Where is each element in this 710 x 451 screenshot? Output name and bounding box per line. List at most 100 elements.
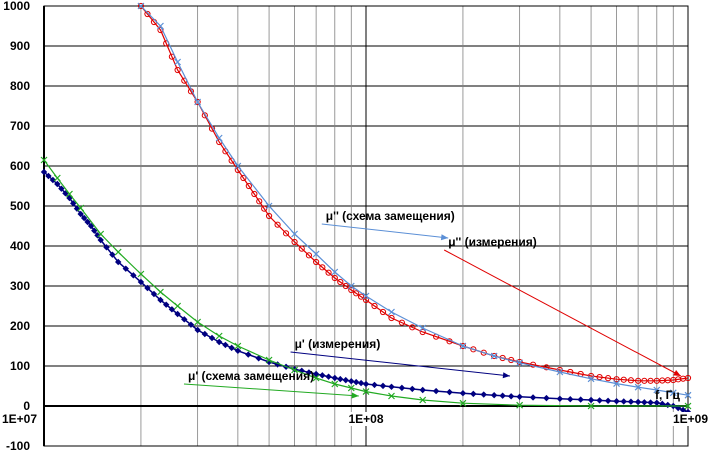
data-point [208, 334, 216, 342]
data-point [388, 308, 395, 316]
data-point [54, 180, 61, 188]
data-point [49, 176, 57, 184]
data-point [162, 301, 170, 308]
data-point [490, 392, 498, 399]
data-point [459, 342, 467, 350]
data-point [362, 292, 370, 300]
data-point [684, 391, 692, 399]
data-point [641, 377, 648, 384]
data-point [66, 194, 73, 202]
x-tick-label-bg [346, 412, 386, 426]
y-tick-label: 300 [10, 279, 30, 293]
annotation-arrowhead [351, 392, 359, 399]
annotation-mu2_measured: μ'' (измерения) [443, 235, 682, 377]
data-point [274, 221, 281, 228]
data-point [201, 330, 209, 338]
data-point [620, 376, 627, 383]
data-point [342, 376, 349, 384]
data-point [40, 156, 48, 164]
series-mu1_model [40, 156, 692, 410]
data-point [240, 174, 247, 182]
data-point [459, 342, 467, 350]
data-point [313, 258, 320, 266]
data-point [679, 406, 687, 414]
x-tick-label: 1E+08 [348, 412, 383, 426]
data-point [265, 356, 273, 364]
series-layer [40, 2, 692, 416]
data-point [398, 319, 405, 326]
data-point [516, 393, 523, 400]
data-point [245, 351, 252, 358]
data-point [256, 198, 263, 205]
data-point [627, 398, 635, 405]
annotation-arrowhead [440, 234, 449, 241]
data-point [282, 230, 290, 237]
data-point [371, 381, 378, 389]
data-point [331, 374, 338, 382]
grid-lines [43, 5, 689, 447]
data-point [194, 98, 202, 106]
data-point [635, 377, 642, 384]
data-point [480, 391, 487, 398]
data-point [265, 202, 273, 210]
y-tick-label: 500 [10, 199, 30, 213]
data-point [157, 288, 164, 296]
series-line [140, 5, 689, 396]
data-point [245, 182, 252, 190]
series-line [43, 159, 688, 407]
data-point [347, 282, 355, 290]
data-point [114, 248, 122, 256]
data-point [491, 352, 498, 360]
data-point [312, 250, 320, 258]
data-point [331, 268, 339, 276]
data-point [137, 2, 145, 10]
data-point [669, 389, 677, 397]
data-point [222, 341, 229, 349]
data-point [319, 264, 326, 271]
data-point [53, 174, 61, 182]
data-point [234, 342, 242, 350]
data-point [604, 397, 612, 404]
data-point [446, 388, 453, 396]
data-point [432, 387, 440, 395]
data-point [647, 377, 654, 384]
data-point [137, 2, 145, 10]
annotations-layer: μ'' (схема замещения) μ'' (измерения) μ' (… [183, 209, 682, 399]
annotation-arrow-line [183, 383, 359, 397]
data-point [634, 383, 642, 391]
data-point [587, 375, 595, 383]
data-point [265, 212, 273, 220]
data-point [627, 377, 635, 384]
data-point [613, 376, 620, 383]
data-point [91, 227, 98, 234]
data-point [362, 388, 370, 396]
data-point [409, 324, 416, 331]
series-mu1_measured [40, 168, 692, 416]
data-point [77, 204, 85, 212]
annotation-arrow-line [290, 351, 511, 377]
data-point [150, 290, 158, 298]
data-point [348, 378, 355, 385]
annotation-mu1_measured: μ' (измерения) [290, 337, 511, 379]
data-point [684, 402, 692, 410]
data-point [66, 190, 73, 198]
data-point [312, 374, 320, 382]
data-point [144, 10, 151, 18]
data-point [97, 236, 104, 244]
data-point [194, 98, 201, 106]
data-point [130, 272, 137, 279]
data-point [325, 269, 332, 276]
data-point [291, 238, 298, 246]
x-tick-label: 1E+07 [2, 412, 37, 426]
annotation-mu1_model: μ' (схема замещения) [183, 369, 359, 399]
data-point [174, 66, 181, 74]
data-point [362, 380, 370, 388]
data-point [362, 296, 370, 304]
data-point [459, 390, 467, 397]
annotation-mu2_model: μ'' (схема замещения) [321, 209, 455, 241]
series-line [140, 5, 689, 382]
data-point [168, 306, 176, 313]
data-point [342, 282, 349, 290]
